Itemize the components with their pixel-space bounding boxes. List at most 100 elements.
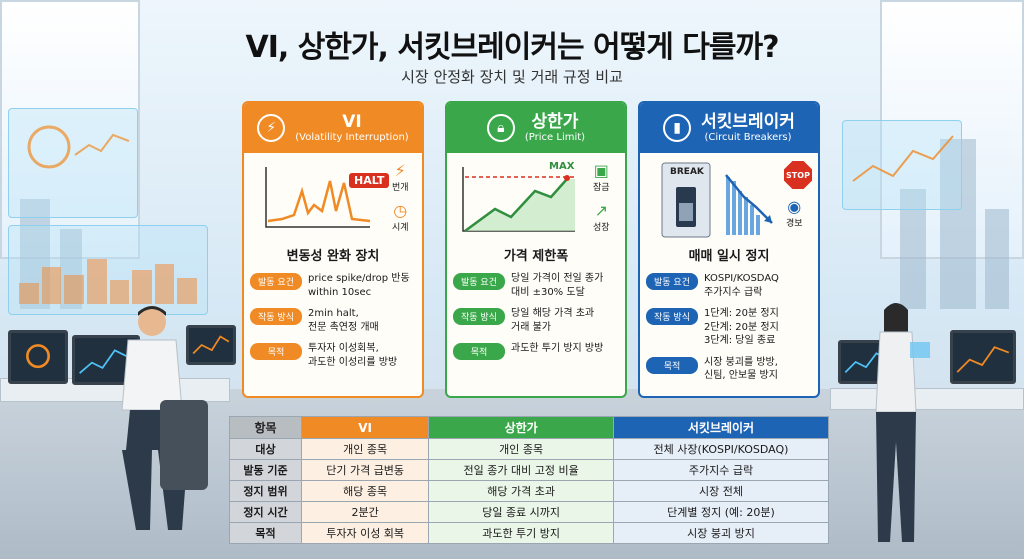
monitor-left-3 [186, 325, 236, 365]
vi-chart: HALT ⚡ 번개 ◷ 시계 [252, 161, 414, 241]
side-label-growth: ↗ 성장 [593, 201, 610, 233]
row-purpose: 목적 투자자 이성회복, 과도한 이성리를 방방 [250, 342, 416, 369]
table-cell: 시장 붕괴 방지 [612, 522, 830, 544]
page-subtitle: 시장 안정화 장치 및 거래 규정 비교 [401, 68, 623, 86]
seated-trader-figure [121, 306, 208, 530]
tag-label: 목적 [250, 343, 302, 360]
card-header: ⚡ VI (Volatility Interruption) [244, 103, 422, 153]
row-trigger: 발동 요건 KOSPI/KOSDAQ 주가지수 급락 [646, 272, 812, 299]
hologram-panel-left [8, 108, 138, 218]
row-text: 당일 가격이 전일 종가 대비 ±30% 도달 [511, 273, 604, 298]
comparison-table: 항목 VI 상한가 서킷브레이커 대상 개인 종목 개인 종목 전체 사장(KOSPI… [229, 416, 830, 544]
table-row: 대상 개인 종목 개인 종목 전체 사장(KOSPI/KOSDAQ) [229, 438, 830, 460]
row-trigger: 발동 요건 price spike/drop 반동 within 10sec [250, 272, 416, 299]
card-circuit-breaker: ▮ 서킷브레이커 (Circuit Breakers) BREAK STOP ◉ 경… [638, 101, 820, 398]
card-caption: 변동성 완화 장치 [286, 249, 380, 264]
table-header-row: 항목 VI 상한가 서킷브레이커 [229, 416, 830, 439]
table-cell: 발동 기준 [229, 459, 302, 481]
row-trigger: 발동 요건 당일 가격이 전일 종가 대비 ±30% 도달 [453, 272, 619, 299]
table-cell: 과도한 투기 방지 [428, 522, 614, 544]
row-text: KOSPI/KOSDAQ 주가지수 급락 [704, 273, 779, 298]
clock-icon: ◷ [393, 201, 408, 220]
card-header: 🔒︎ 상한가 (Price Limit) [447, 103, 625, 153]
table-cell: 주가지수 급락 [612, 459, 830, 481]
stop-sign-icon: STOP [784, 161, 812, 189]
table-row: 정지 시간 2분간 당일 종료 시까지 단계별 정지 (예: 20분) [229, 501, 830, 523]
price-limit-chart: MAX ▣ 잠금 ↗ 성장 [455, 161, 617, 241]
row-text: 투자자 이성회복, 과도한 이성리를 방방 [308, 343, 398, 368]
page-title: VI, 상한가, 서킷브레이커는 어떻게 다를까? [245, 30, 780, 65]
card-header: ▮ 서킷브레이커 (Circuit Breakers) [640, 103, 818, 153]
tag-label: 발동 요건 [453, 273, 505, 290]
side-label-clock: ◷ 시계 [392, 201, 409, 233]
side-label-lightning: ⚡ 번개 [392, 161, 409, 193]
row-text: 2min halt, 전문 촉연정 개매 [308, 308, 379, 333]
table-cell: 개인 종목 [428, 438, 614, 460]
card-name: 서킷브레이커 [701, 112, 795, 133]
table-row: 발동 기준 단기 가격 급변동 전일 종가 대비 고정 비율 주가지수 급락 [229, 459, 830, 481]
card-caption: 가격 제한폭 [503, 249, 569, 264]
table-cell: 당일 종료 시까지 [428, 501, 614, 523]
table-cell: 단계별 정지 (예: 20분) [612, 501, 830, 523]
monitor-right-2 [950, 330, 1016, 384]
header-vi: VI [300, 416, 430, 439]
table-cell: 전일 종가 대비 고정 비율 [428, 459, 614, 481]
lock-icon: ▣ [593, 161, 609, 180]
table-cell: 대상 [229, 438, 302, 460]
table-cell: 시장 전체 [612, 480, 830, 502]
row-purpose: 목적 과도한 투기 방지 방방 [453, 342, 619, 360]
side-label-alarm: ◉ 경보 [786, 197, 803, 229]
row-purpose: 목적 시장 붕괴를 방방, 신팀, 안보물 방지 [646, 356, 812, 383]
circuit-breaker-chart: BREAK STOP ◉ 경보 [648, 161, 812, 241]
tag-label: 작동 방식 [646, 308, 698, 325]
card-name: VI [342, 112, 362, 133]
tag-label: 작동 방식 [453, 308, 505, 325]
tag-label: 목적 [453, 343, 505, 360]
table-cell: 2분간 [300, 501, 430, 523]
header-item: 항목 [229, 416, 302, 439]
row-mechanism: 작동 방식 당일 해당 가격 초과 거래 불가 [453, 307, 619, 334]
tag-label: 발동 요건 [250, 273, 302, 290]
siren-icon: ◉ [787, 197, 802, 216]
row-mechanism: 작동 방식 2min halt, 전문 촉연정 개매 [250, 307, 416, 334]
table-cell: 해당 종목 [300, 480, 430, 502]
table-cell: 정지 시간 [229, 501, 302, 523]
table-row: 목적 투자자 이성 회복 과도한 투기 방지 시장 붕괴 방지 [229, 522, 830, 544]
table-row: 정지 범위 해당 종목 해당 가격 초과 시장 전체 [229, 480, 830, 502]
halt-badge: HALT [349, 173, 390, 188]
lightning-icon: ⚡ [257, 114, 286, 142]
table-cell: 단기 가격 급변동 [300, 459, 430, 481]
card-vi: ⚡ VI (Volatility Interruption) HALT ⚡ 번개 ◷… [242, 101, 424, 398]
tag-label: 목적 [646, 356, 698, 374]
row-text: 시장 붕괴를 방방, 신팀, 안보물 방지 [704, 356, 778, 382]
switch-icon: ▮ [663, 114, 692, 142]
table-cell: 해당 가격 초과 [428, 480, 614, 502]
break-label: BREAK [670, 167, 704, 177]
max-label: MAX [549, 161, 575, 172]
card-price-limit: 🔒︎ 상한가 (Price Limit) MAX ▣ 잠금 ↗ 성장 가격 제한폭 발… [445, 101, 627, 398]
card-caption: 매매 일시 정지 [688, 249, 770, 264]
table-cell: 전체 사장(KOSPI/KOSDAQ) [612, 438, 830, 460]
card-english: (Volatility Interruption) [295, 131, 409, 143]
monitor-left-1 [8, 330, 68, 384]
row-mechanism: 작동 방식 1단계: 20분 정지 2단계: 20분 정지 3단계: 당일 종료 [646, 307, 812, 348]
hologram-panel-right [842, 120, 962, 210]
row-text: price spike/drop 반동 within 10sec [308, 273, 410, 298]
table-cell: 목적 [229, 522, 302, 544]
lock-icon: 🔒︎ [486, 114, 515, 142]
header-circuit-breaker: 서킷브레이커 [612, 416, 830, 439]
lightning-icon: ⚡ [394, 161, 406, 180]
tag-label: 발동 요건 [646, 273, 698, 290]
card-english: (Circuit Breakers) [704, 131, 792, 143]
row-text: 당일 해당 가격 초과 거래 불가 [511, 308, 595, 333]
card-name: 상한가 [531, 112, 579, 133]
hologram-bars-left [8, 225, 208, 315]
side-label-lock: ▣ 잠금 [593, 161, 610, 193]
table-cell: 투자자 이성 회복 [300, 522, 430, 544]
header-price-limit: 상한가 [428, 416, 614, 439]
tag-label: 작동 방식 [250, 308, 302, 325]
row-text: 과도한 투기 방지 방방 [511, 343, 604, 354]
table-cell: 정지 범위 [229, 480, 302, 502]
table-cell: 개인 종목 [300, 438, 430, 460]
growth-chart-icon: ↗ [594, 201, 608, 220]
